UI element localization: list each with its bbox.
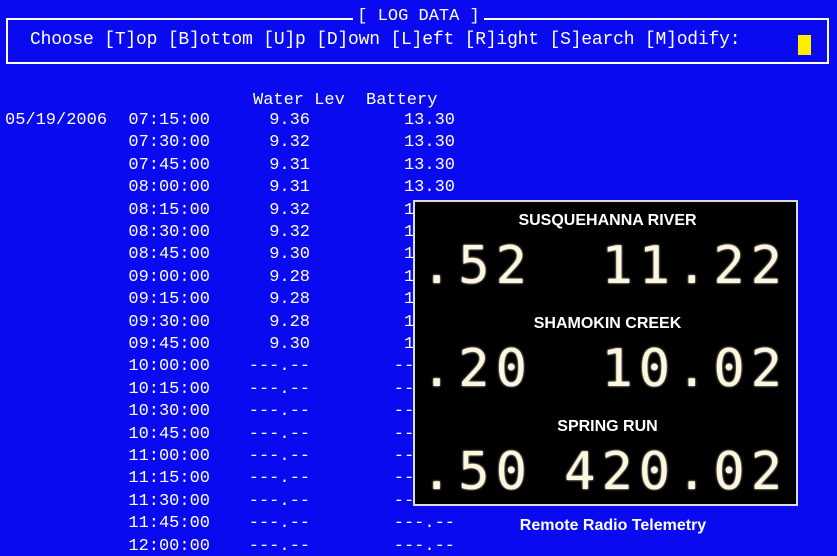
prompt: Choose [T]op [B]ottom [U]p [D]own [L]eft… — [30, 30, 740, 50]
cell: ---.-- — [249, 538, 310, 556]
cell: 9.31 — [269, 179, 310, 197]
cell: 13.30 — [404, 157, 455, 175]
cell: 10:45:00 — [128, 426, 210, 444]
cell: 13.30 — [404, 179, 455, 197]
reading-left: .20 — [421, 341, 533, 397]
cell: 08:15:00 — [128, 202, 210, 220]
cell: ---.-- — [249, 381, 310, 399]
reading-left: .50 — [421, 444, 533, 500]
cell: 07:30:00 — [128, 134, 210, 152]
cursor[interactable] — [798, 35, 811, 55]
header: Battery — [366, 92, 437, 110]
cell: 9.30 — [269, 336, 310, 354]
cell: 09:45:00 — [128, 336, 210, 354]
header: Water Lev — [253, 92, 345, 110]
cell: ---.-- — [249, 448, 310, 466]
cell: 9.32 — [269, 202, 310, 220]
cell: 11:45:00 — [128, 515, 210, 533]
cell: ---.-- — [249, 493, 310, 511]
cell: 09:30:00 — [128, 314, 210, 332]
cell: 9.32 — [269, 224, 310, 242]
cell: ---.-- — [394, 538, 455, 556]
cell: 09:15:00 — [128, 291, 210, 309]
cell: 11:30:00 — [128, 493, 210, 511]
reading-right: 10.02 — [601, 341, 788, 397]
cell: ---.-- — [249, 358, 310, 376]
cell: 11:15:00 — [128, 470, 210, 488]
site-name: SUSQUEHANNA RIVER — [415, 212, 800, 230]
telemetry-overlay: SUSQUEHANNA RIVER .52 11.22 SHAMOKIN CREEK.… — [413, 200, 798, 506]
panel-title: [ LOG DATA ] — [353, 7, 483, 26]
cell: 10:00:00 — [128, 358, 210, 376]
date: 05/19/2006 — [5, 112, 107, 130]
cell: 08:45:00 — [128, 246, 210, 264]
cell: 07:15:00 — [128, 112, 210, 130]
cell: 9.36 — [269, 112, 310, 130]
cell: 10:30:00 — [128, 403, 210, 421]
site-name: SPRING RUN — [415, 418, 800, 436]
cell: 9.28 — [269, 291, 310, 309]
cell: 9.28 — [269, 314, 310, 332]
cell: 9.30 — [269, 246, 310, 264]
cell: ---.-- — [249, 470, 310, 488]
caption: Remote Radio Telemetry — [413, 517, 813, 535]
cell: 12:00:00 — [128, 538, 210, 556]
cell: 10:15:00 — [128, 381, 210, 399]
cell: 08:00:00 — [128, 179, 210, 197]
reading-left: .52 — [421, 238, 533, 294]
cell: 09:00:00 — [128, 269, 210, 287]
cell: ---.-- — [249, 515, 310, 533]
cell: 9.31 — [269, 157, 310, 175]
cell: 13.30 — [404, 134, 455, 152]
cell: 11:00:00 — [128, 448, 210, 466]
screen: [ LOG DATA ] Choose [T]op [B]ottom [U]p … — [0, 0, 837, 556]
reading-right: 11.22 — [601, 238, 788, 294]
reading-right: 420.02 — [564, 444, 788, 500]
cell: ---.-- — [249, 403, 310, 421]
cell: 9.32 — [269, 134, 310, 152]
site-name: SHAMOKIN CREEK — [415, 315, 800, 333]
cell: 07:45:00 — [128, 157, 210, 175]
cell: 08:30:00 — [128, 224, 210, 242]
cell: 9.28 — [269, 269, 310, 287]
cell: 13.30 — [404, 112, 455, 130]
cell: ---.-- — [249, 426, 310, 444]
panel-title-wrap: [ LOG DATA ] — [0, 7, 837, 26]
